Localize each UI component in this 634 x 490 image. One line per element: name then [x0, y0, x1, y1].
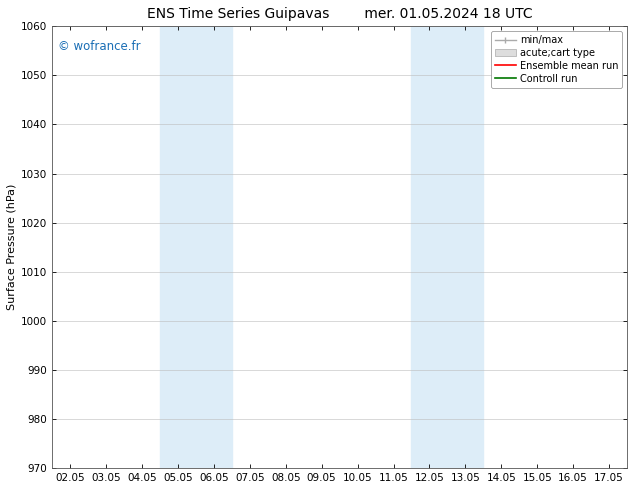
Title: ENS Time Series Guipavas        mer. 01.05.2024 18 UTC: ENS Time Series Guipavas mer. 01.05.2024… [147, 7, 533, 21]
Bar [411, 26, 483, 468]
Bar [160, 26, 232, 468]
Text: © wofrance.fr: © wofrance.fr [58, 40, 141, 52]
Legend: min/max, acute;cart type, Ensemble mean run, Controll run: min/max, acute;cart type, Ensemble mean … [491, 31, 622, 88]
Y-axis label: Surface Pressure (hPa): Surface Pressure (hPa) [7, 184, 17, 311]
